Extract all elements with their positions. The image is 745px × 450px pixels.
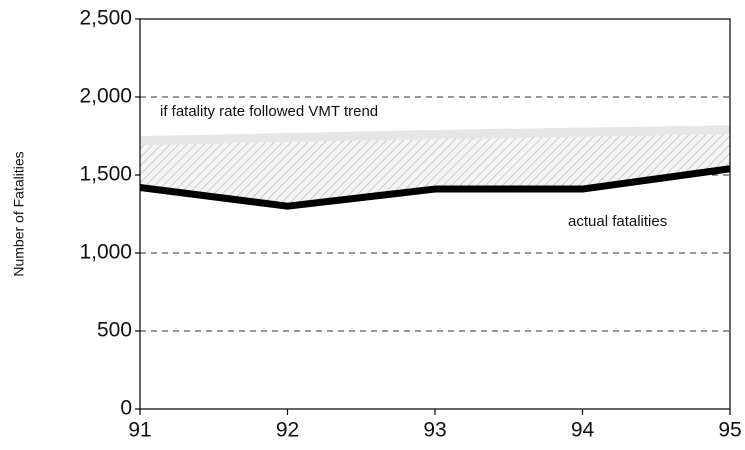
x-tick-label: 94 bbox=[571, 419, 595, 442]
series-line bbox=[139, 165, 731, 210]
series-line bbox=[139, 125, 731, 146]
x-tick-label: 92 bbox=[276, 419, 299, 442]
series-annotation: actual fatalities bbox=[568, 213, 667, 230]
y-tick-label: 2,000 bbox=[79, 85, 132, 108]
x-tick-label: 91 bbox=[128, 419, 151, 442]
plot-frame bbox=[139, 18, 731, 410]
y-axis-label: Number of Fatalities bbox=[11, 151, 27, 276]
y-tick-label: 1,500 bbox=[79, 163, 132, 186]
y-tick-label: 1,000 bbox=[79, 241, 132, 264]
x-tick-label: 93 bbox=[423, 419, 446, 442]
y-tick-label: 2,500 bbox=[79, 7, 132, 30]
x-tick-label: 95 bbox=[718, 419, 741, 442]
y-tick-label: 500 bbox=[97, 319, 132, 342]
series-annotation: if fatality rate followed VMT trend bbox=[160, 103, 378, 120]
y-tick-label: 0 bbox=[120, 397, 132, 420]
